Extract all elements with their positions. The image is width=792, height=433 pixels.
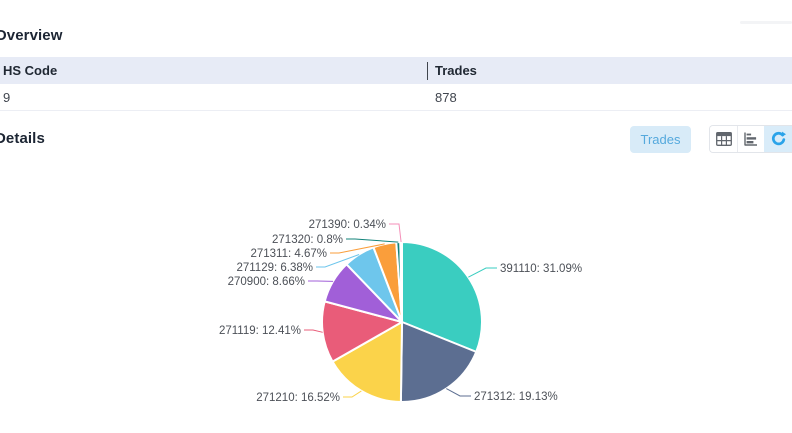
pie-label-line-271210: [343, 390, 362, 398]
pie-label-line-271390: [389, 223, 402, 243]
overview-title: Overview: [0, 27, 63, 44]
refresh-icon: [771, 131, 786, 145]
bar-chart-icon: [744, 132, 757, 146]
pie-label-271129: 271129: 6.38%: [236, 262, 313, 274]
pie-label-line-271320: [346, 238, 399, 243]
pie-label-271119: 271119: 12.41%: [219, 325, 301, 337]
pie-label-line-271129: [316, 254, 360, 268]
hs-code-header-label: HS Code: [3, 63, 58, 78]
faint-divider: [740, 21, 792, 24]
pie-label-271311: 271311: 4.67%: [250, 248, 327, 260]
pie-label-271390: 271390: 0.34%: [309, 219, 386, 231]
header-cell-trades: Trades: [427, 61, 792, 80]
refresh-button[interactable]: [764, 126, 792, 152]
pie-slice-391110[interactable]: [401, 241, 483, 353]
pie-label-271210: 271210: 16.52%: [256, 392, 340, 404]
pie-label-line-271119: [304, 329, 323, 333]
overview-table: HS Code Trades 9 878: [0, 57, 792, 111]
column-divider: [427, 61, 428, 80]
table-view-button[interactable]: [710, 126, 737, 152]
pie-slice-271119[interactable]: [320, 300, 403, 363]
table-row: 9 878: [0, 84, 792, 111]
header-cell-hs-code: HS Code: [0, 63, 427, 78]
pie-label-line-271312: [446, 388, 471, 397]
pie-label-270900: 270900: 8.66%: [228, 276, 305, 288]
view-toggle-group: [709, 125, 792, 153]
pie-slice-271390[interactable]: [399, 241, 403, 323]
pie-label-line-391110: [468, 267, 497, 278]
trades-header-label: Trades: [435, 63, 477, 78]
pie-slice-271312[interactable]: [399, 321, 478, 403]
pie-label-line-271311: [330, 243, 385, 254]
cell-trades-value: 878: [435, 89, 457, 105]
pie-label-391110: 391110: 31.09%: [500, 263, 582, 275]
cell-hs-code-value: 9: [3, 89, 11, 105]
chart-view-button[interactable]: [737, 126, 764, 152]
table-header-row: HS Code Trades: [0, 57, 792, 84]
pie-label-271320: 271320: 0.8%: [272, 234, 343, 246]
pie-label-271312: 271312: 19.13%: [474, 391, 558, 403]
trades-filter-button[interactable]: Trades: [630, 126, 691, 153]
table-icon: [715, 132, 732, 146]
pie-chart: 391110: 31.09% 271312: 19.13% 271210: 16.5…: [219, 219, 582, 404]
details-title: Details: [0, 130, 45, 147]
